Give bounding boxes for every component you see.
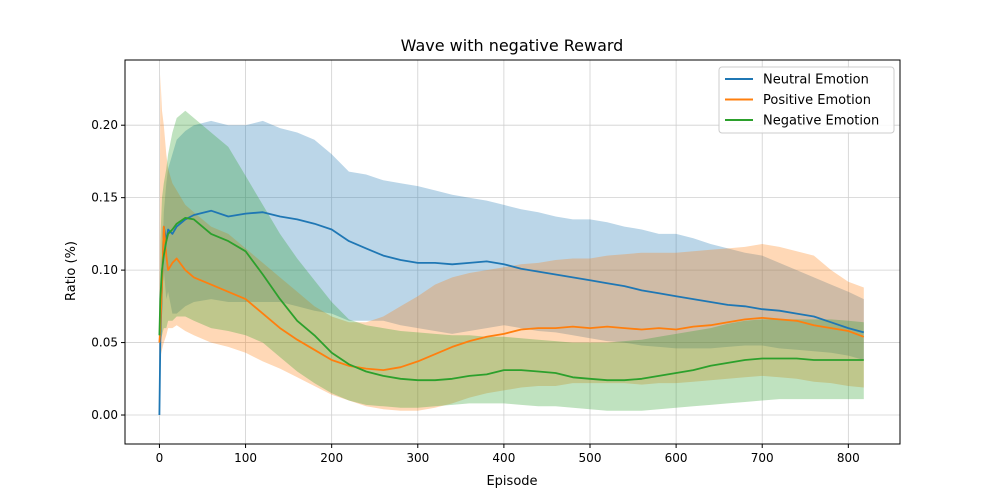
- x-tick-label: 100: [234, 451, 257, 465]
- x-tick-label: 600: [665, 451, 688, 465]
- negative-emotion-line: [158, 217, 864, 382]
- x-tick-label: 200: [320, 451, 343, 465]
- series-lines: [158, 209, 865, 416]
- x-tick-label: 0: [156, 451, 164, 465]
- legend-label-negative-emotion: Negative Emotion: [763, 114, 879, 129]
- negative-emotion-band: [159, 110, 864, 411]
- y-tick-label: 0.05: [91, 336, 118, 350]
- y-tick-label: 0.10: [91, 263, 118, 277]
- neutral-emotion-line: [158, 209, 865, 416]
- legend-box: [718, 66, 895, 134]
- plot-frame: [124, 59, 901, 445]
- y-tick-label: 0.15: [91, 191, 118, 205]
- legend-label-positive-emotion: Positive Emotion: [763, 93, 871, 108]
- y-axis-label: Ratio (%): [64, 241, 79, 301]
- x-tick-label: 300: [406, 451, 429, 465]
- x-tick-label: 800: [837, 451, 860, 465]
- y-tick-label: 0.00: [91, 408, 118, 422]
- positive-emotion-line: [158, 225, 865, 371]
- legend: Neutral Emotion Positive Emotion Negative …: [718, 66, 895, 134]
- neutral-emotion-band: [159, 120, 864, 416]
- x-axis-label: Episode: [486, 474, 537, 489]
- x-axis-ticks: 0 100 200 300 400 500 600 700 800: [156, 444, 860, 465]
- legend-label-neutral-emotion: Neutral Emotion: [763, 73, 869, 88]
- x-tick-label: 500: [579, 451, 602, 465]
- y-axis-ticks: 0.00 0.05 0.10 0.15 0.20: [91, 118, 125, 422]
- x-tick-label: 700: [751, 451, 774, 465]
- y-tick-label: 0.20: [91, 118, 118, 132]
- x-tick-label: 400: [492, 451, 515, 465]
- chart-title: Wave with negative Reward: [401, 36, 624, 55]
